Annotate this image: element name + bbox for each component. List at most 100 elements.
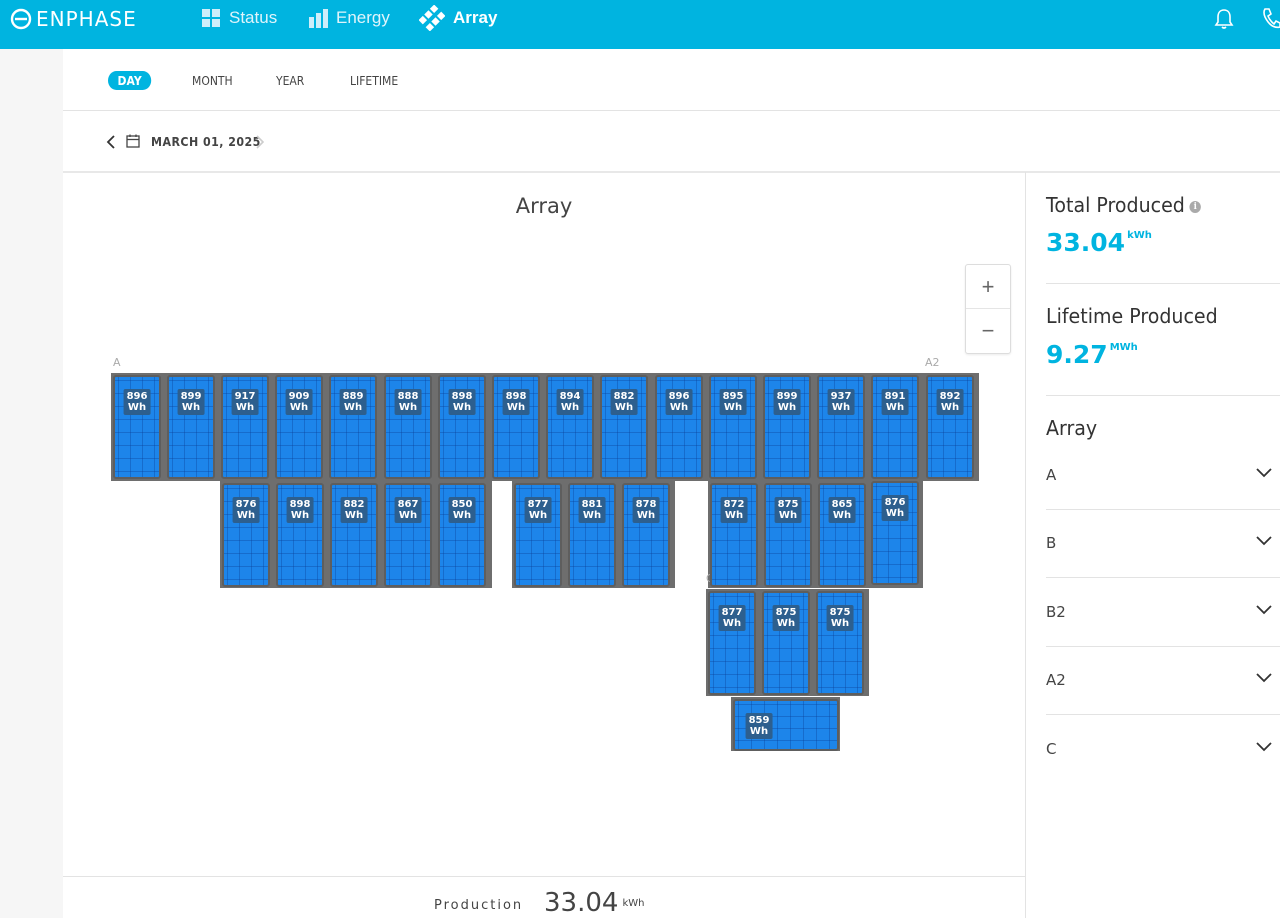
tab-day[interactable]: DAY — [108, 71, 152, 90]
lifetime-produced-title: Lifetime Produced — [1046, 304, 1218, 328]
panel-reading: 881 Wh — [578, 497, 606, 523]
panel-a-15[interactable]: 891 Wh — [871, 375, 919, 479]
panel-reading: 909 Wh — [285, 389, 313, 415]
panel-reading: 896 Wh — [123, 389, 151, 415]
chevron-down-icon — [1256, 536, 1272, 546]
chevron-right-icon[interactable] — [255, 134, 265, 150]
group-label-a: A — [113, 356, 121, 369]
panel-a-4[interactable]: 909 Wh — [275, 375, 323, 479]
nav-energy-label: Energy — [336, 8, 390, 27]
chevron-down-icon — [1256, 468, 1272, 478]
panel-a-12[interactable]: 895 Wh — [709, 375, 757, 479]
panel-reading: 937 Wh — [827, 389, 855, 415]
panel-a-10[interactable]: 882 Wh — [600, 375, 648, 479]
panel-reading: 872 Wh — [720, 497, 748, 523]
panel-b-4[interactable]: 867 Wh — [384, 483, 432, 587]
zoom-control: + − — [965, 264, 1011, 354]
chevron-down-icon — [1256, 673, 1272, 683]
total-produced-title: Total Produced i — [1046, 193, 1202, 217]
nav-energy[interactable]: Energy — [309, 6, 390, 30]
panel-reading: 898 Wh — [502, 389, 530, 415]
panel-b-8[interactable]: 878 Wh — [622, 483, 670, 587]
panel-a-2[interactable]: 899 Wh — [167, 375, 215, 479]
panel-c-1[interactable]: 877 Wh — [708, 591, 756, 695]
panel-c-2[interactable]: 875 Wh — [762, 591, 810, 695]
panel-b-3[interactable]: 882 Wh — [330, 483, 378, 587]
logo-text: ENPHASE — [36, 7, 137, 31]
array-section-title: Array — [1046, 416, 1098, 440]
lifetime-produced-unit: MWh — [1109, 342, 1138, 353]
array-accordion-b[interactable]: B — [1046, 510, 1280, 578]
group-label-a2: A2 — [925, 356, 940, 369]
panel-c-3[interactable]: 875 Wh — [816, 591, 864, 695]
chevron-down-icon — [1256, 742, 1272, 752]
production-value: 33.04 kWh — [544, 888, 645, 918]
top-nav-bar: ENPHASE Status Energy Array — [0, 0, 1280, 49]
panel-a-3[interactable]: 917 Wh — [221, 375, 269, 479]
panel-b-2[interactable]: 898 Wh — [276, 483, 324, 587]
nav-status-label: Status — [229, 8, 278, 27]
nav-array[interactable]: Array — [419, 5, 498, 31]
lifetime-produced-value: 9.27 MWh — [1046, 340, 1138, 369]
chevron-left-icon[interactable] — [106, 134, 116, 150]
footer-divider — [63, 876, 1025, 877]
stat-divider — [1046, 283, 1280, 284]
bell-icon[interactable] — [1214, 8, 1234, 30]
nav-array-label: Array — [453, 8, 498, 27]
panel-reading: 917 Wh — [231, 389, 259, 415]
panel-a-14[interactable]: 937 Wh — [817, 375, 865, 479]
panel-reading: 875 Wh — [774, 497, 802, 523]
panel-reading: 898 Wh — [448, 389, 476, 415]
tab-year[interactable]: YEAR — [276, 74, 305, 88]
zoom-out-button[interactable]: − — [981, 317, 995, 343]
panel-a2-1[interactable]: 892 Wh — [926, 375, 974, 479]
panel-reading: 876 Wh — [232, 497, 260, 523]
panel-reading: 875 Wh — [772, 605, 800, 631]
panel-b-10[interactable]: 875 Wh — [764, 483, 812, 587]
accordion-label: A2 — [1046, 671, 1066, 689]
array-title: Array — [515, 194, 573, 218]
panel-b-11[interactable]: 865 Wh — [818, 483, 866, 587]
panel-a-5[interactable]: 889 Wh — [329, 375, 377, 479]
date-label[interactable]: MARCH 01, 2025 — [151, 135, 261, 149]
panel-reading: 882 Wh — [610, 389, 638, 415]
accordion-label: B — [1046, 534, 1057, 552]
panel-b-5[interactable]: 850 Wh — [438, 483, 486, 587]
nav-status[interactable]: Status — [202, 6, 277, 30]
total-produced-value: 33.04 kWh — [1046, 228, 1152, 257]
panel-reading: 882 Wh — [340, 497, 368, 523]
panel-a-7[interactable]: 898 Wh — [438, 375, 486, 479]
production-unit: kWh — [622, 898, 645, 909]
status-grid-icon — [202, 8, 220, 27]
array-accordion-b2[interactable]: B2 — [1046, 579, 1280, 647]
panel-b-9[interactable]: 872 Wh — [710, 483, 758, 587]
accordion-label: C — [1046, 740, 1057, 758]
array-accordion-a2[interactable]: A2 — [1046, 647, 1280, 715]
production-label: Production — [434, 898, 524, 913]
panel-c-4[interactable]: 859 Wh — [733, 699, 839, 751]
panel-a-1[interactable]: 896 Wh — [113, 375, 161, 479]
accordion-label: A — [1046, 466, 1057, 484]
calendar-icon[interactable] — [126, 134, 140, 148]
panel-a-6[interactable]: 888 Wh — [384, 375, 432, 479]
array-accordion-c[interactable]: C — [1046, 716, 1280, 784]
energy-bars-icon — [309, 8, 328, 28]
panel-reading: 899 Wh — [773, 389, 801, 415]
panel-a-9[interactable]: 894 Wh — [546, 375, 594, 479]
panel-reading: 889 Wh — [339, 389, 367, 415]
panel-a-13[interactable]: 899 Wh — [763, 375, 811, 479]
panel-a-11[interactable]: 896 Wh — [655, 375, 703, 479]
enphase-logo[interactable]: ENPHASE — [10, 7, 137, 31]
zoom-in-button[interactable]: + — [966, 265, 1010, 309]
panel-b2-1[interactable]: 876 Wh — [871, 481, 919, 585]
panel-b-1[interactable]: 876 Wh — [222, 483, 270, 587]
tab-lifetime[interactable]: LIFETIME — [350, 74, 399, 88]
panel-a-8[interactable]: 898 Wh — [492, 375, 540, 479]
info-icon[interactable]: i — [1189, 200, 1202, 213]
panel-b-6[interactable]: 877 Wh — [514, 483, 562, 587]
tab-month[interactable]: MONTH — [192, 74, 233, 88]
phone-icon[interactable] — [1261, 7, 1280, 31]
array-accordion-a[interactable]: A — [1046, 442, 1280, 510]
panel-b-7[interactable]: 881 Wh — [568, 483, 616, 587]
panel-reading: 867 Wh — [394, 497, 422, 523]
